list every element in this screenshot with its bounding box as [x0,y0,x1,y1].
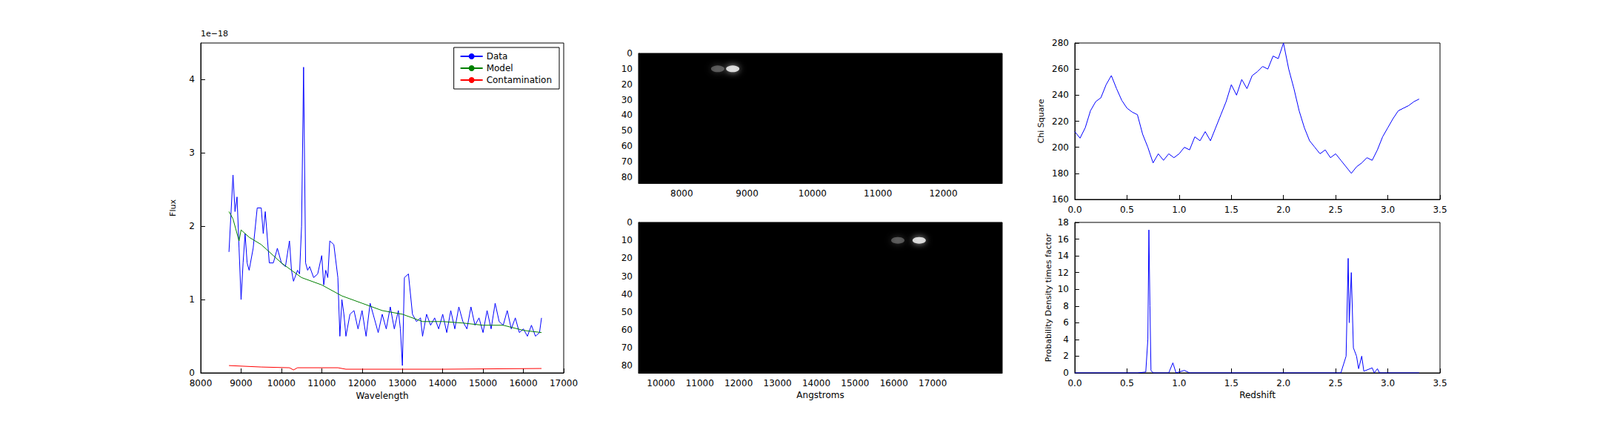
svg-text:3: 3 [188,147,195,158]
svg-text:20: 20 [621,79,633,90]
svg-text:15000: 15000 [468,377,498,389]
svg-text:Flux: Flux [168,199,178,217]
svg-text:3.5: 3.5 [1432,204,1447,215]
svg-text:14000: 14000 [802,377,831,389]
svg-text:60: 60 [621,140,633,152]
svg-text:9000: 9000 [735,188,759,199]
svg-text:6: 6 [1062,317,1069,328]
svg-text:0: 0 [188,367,195,378]
svg-text:0.5: 0.5 [1120,204,1135,215]
svg-text:13000: 13000 [763,377,792,389]
svg-text:200: 200 [1051,142,1069,153]
svg-text:2.0: 2.0 [1276,204,1291,215]
svg-text:10: 10 [621,234,633,246]
svg-text:12000: 12000 [724,377,753,389]
svg-text:0.0: 0.0 [1067,377,1082,389]
svg-text:14000: 14000 [428,377,458,389]
svg-text:220: 220 [1051,116,1069,127]
svg-text:3.5: 3.5 [1432,377,1447,389]
svg-text:180: 180 [1051,168,1069,179]
svg-text:0: 0 [626,217,633,228]
svg-text:2: 2 [188,220,195,232]
svg-text:50: 50 [621,306,633,318]
svg-text:11000: 11000 [685,377,715,389]
svg-text:Contamination: Contamination [486,74,552,86]
svg-text:Redshift: Redshift [1239,389,1276,400]
svg-text:0: 0 [1062,367,1069,378]
svg-text:Data: Data [486,51,509,62]
svg-text:40: 40 [621,109,633,120]
svg-text:17000: 17000 [549,377,578,389]
svg-text:11000: 11000 [863,188,892,199]
svg-text:12000: 12000 [928,188,958,199]
svg-text:Model: Model [486,62,514,74]
svg-text:160: 160 [1051,194,1069,205]
svg-text:Angstroms: Angstroms [796,389,844,400]
svg-text:3.0: 3.0 [1380,377,1395,389]
svg-text:Chi Square: Chi Square [1036,98,1046,143]
svg-text:0.0: 0.0 [1067,204,1082,215]
svg-text:0.5: 0.5 [1120,377,1135,389]
svg-text:70: 70 [621,156,633,167]
svg-text:14: 14 [1057,250,1069,261]
svg-text:10: 10 [621,63,633,75]
svg-text:11000: 11000 [307,377,336,389]
svg-text:8000: 8000 [670,188,694,199]
svg-text:9000: 9000 [229,377,253,389]
svg-text:10000: 10000 [798,188,827,199]
svg-text:80: 80 [621,360,633,371]
svg-text:80: 80 [621,171,633,183]
svg-text:16000: 16000 [508,377,538,389]
svg-text:40: 40 [621,288,633,300]
svg-text:10000: 10000 [646,377,675,389]
svg-text:280: 280 [1051,37,1069,49]
svg-text:10000: 10000 [267,377,296,389]
svg-text:16: 16 [1057,234,1069,245]
svg-text:60: 60 [621,324,633,335]
svg-text:2: 2 [1062,350,1069,361]
svg-text:0: 0 [626,48,633,59]
svg-text:70: 70 [621,342,633,353]
svg-text:2.5: 2.5 [1328,204,1343,215]
svg-text:240: 240 [1051,89,1069,100]
svg-text:12: 12 [1057,267,1069,278]
svg-text:8: 8 [1062,300,1069,312]
svg-text:1: 1 [188,294,195,305]
svg-text:1.5: 1.5 [1224,204,1239,215]
svg-text:3.0: 3.0 [1380,204,1395,215]
svg-text:17000: 17000 [918,377,947,389]
svg-text:260: 260 [1051,63,1069,75]
svg-text:12000: 12000 [348,377,377,389]
svg-text:50: 50 [621,125,633,136]
svg-text:30: 30 [621,94,633,106]
svg-text:4: 4 [1062,334,1069,345]
svg-text:30: 30 [621,271,633,282]
svg-text:20: 20 [621,252,633,263]
svg-text:15000: 15000 [840,377,869,389]
svg-text:16000: 16000 [880,377,909,389]
svg-text:Wavelength: Wavelength [355,390,409,401]
svg-text:13000: 13000 [388,377,417,389]
svg-text:1.0: 1.0 [1171,377,1186,389]
svg-text:4: 4 [188,74,195,85]
svg-text:8000: 8000 [189,377,213,389]
svg-text:1.5: 1.5 [1224,377,1239,389]
svg-text:18: 18 [1057,217,1069,228]
svg-text:1.0: 1.0 [1171,204,1186,215]
svg-text:1e−18: 1e−18 [200,28,229,39]
svg-text:Probability Density times fact: Probability Density times factor [1043,232,1054,362]
svg-text:2.0: 2.0 [1276,377,1291,389]
svg-text:10: 10 [1057,283,1069,295]
svg-text:2.5: 2.5 [1328,377,1343,389]
